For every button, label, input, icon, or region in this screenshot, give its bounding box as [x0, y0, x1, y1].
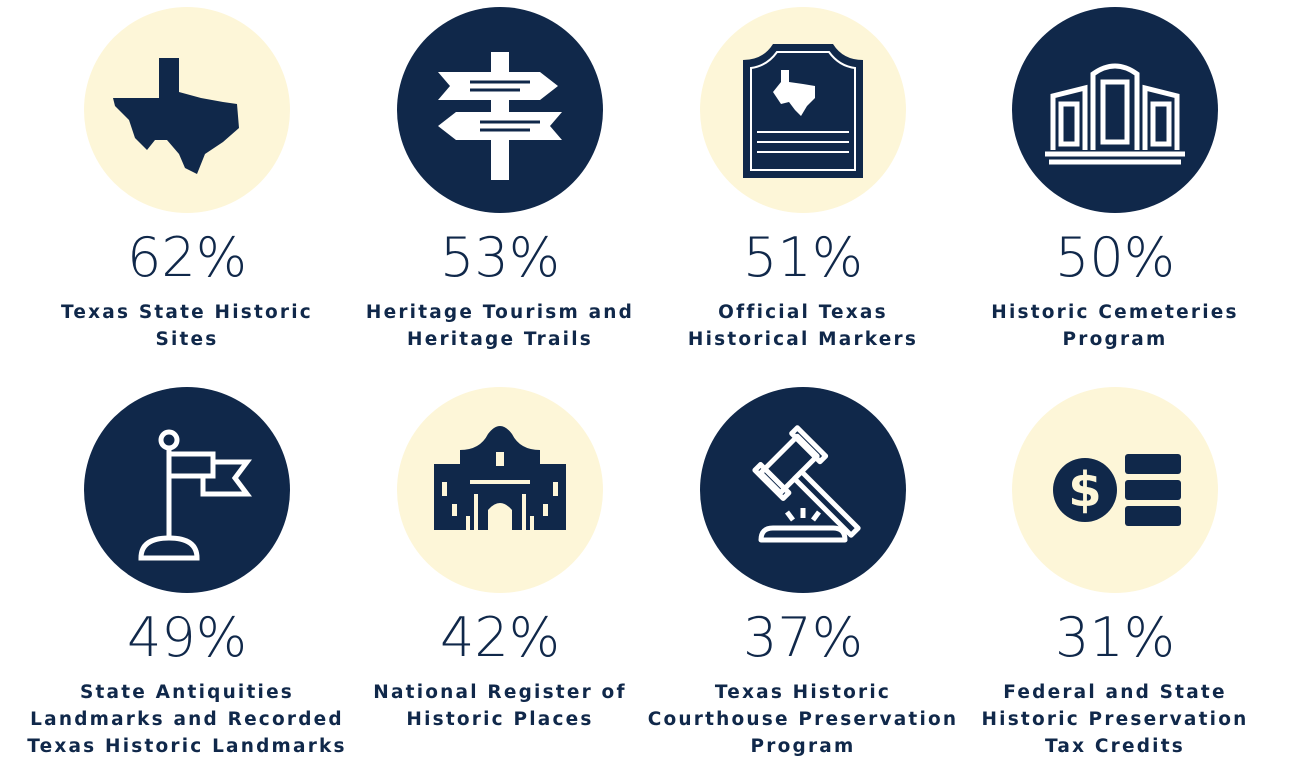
icon-part — [543, 504, 548, 516]
icon-part — [466, 516, 470, 530]
icon-part — [1045, 63, 1185, 165]
icon-part — [113, 58, 239, 174]
icon — [743, 44, 863, 178]
icon-part — [1125, 454, 1181, 526]
icon-part — [1142, 84, 1180, 150]
icon-part — [200, 459, 252, 497]
stat-label: Federal and State — [1003, 682, 1226, 703]
stat-item: 53% Heritage Tourism and Heritage Trails — [366, 7, 634, 350]
stat-item: 51% Official Texas Historical Markers — [688, 7, 918, 350]
icon-part — [442, 482, 447, 496]
stat-label: Program — [751, 736, 856, 757]
stat-label: State Antiquities — [80, 682, 294, 703]
icon-part — [773, 70, 815, 116]
icon-part — [522, 494, 526, 530]
stat-item: 62% Texas State Historic Sites — [61, 7, 313, 350]
icon — [1045, 63, 1185, 165]
stat-label: Historic Places — [406, 709, 593, 730]
icon-part — [470, 80, 540, 132]
stat-label: National Register of — [373, 682, 626, 703]
icon-part — [758, 525, 848, 543]
stat-item: 50% Historic Cemeteries Program — [991, 7, 1238, 350]
icon-part — [811, 510, 821, 522]
icon: $ — [1053, 454, 1181, 526]
icon — [752, 425, 861, 543]
icon-part — [1125, 506, 1181, 526]
icon-circle — [1012, 7, 1218, 213]
icon-part — [750, 51, 856, 171]
stat-item: $31% Federal and State Historic Preservati… — [982, 387, 1249, 757]
icon-part — [1050, 84, 1088, 150]
icon-part — [789, 425, 829, 465]
icon-part — [138, 429, 252, 561]
icon-part — [1100, 79, 1130, 145]
icon-part — [1090, 63, 1140, 150]
icon-part — [1125, 480, 1181, 500]
icon-part — [752, 425, 861, 543]
icon-part — [792, 469, 861, 538]
stat-item: 37% Texas Historic Courthouse Preservation… — [648, 387, 959, 757]
icon-part — [138, 535, 200, 561]
stat-label: Heritage Trails — [407, 329, 593, 350]
icon-part — [474, 494, 478, 530]
icon-circle — [84, 387, 290, 593]
icon-part: $ — [1068, 462, 1101, 518]
icon — [438, 52, 562, 180]
stat-label: Sites — [155, 329, 218, 350]
stat-percent: 51% — [743, 226, 863, 289]
stat-label: Tax Credits — [1045, 736, 1185, 757]
stat-percent: 49% — [127, 606, 247, 669]
stat-label: Official Texas — [718, 302, 888, 323]
icon-part — [470, 480, 530, 484]
icon-part — [488, 503, 512, 530]
stat-label: Texas Historic Landmarks — [27, 736, 347, 757]
icon-part — [785, 510, 795, 522]
icon-part — [438, 72, 558, 100]
stat-item: 49% State Antiquities Landmarks and Record… — [27, 387, 347, 757]
stat-label: Historic Preservation — [982, 709, 1249, 730]
icon-part — [553, 482, 558, 496]
stat-label: Program — [1063, 329, 1168, 350]
icon-part — [438, 52, 562, 180]
icon-part — [530, 516, 534, 530]
icon-part — [1125, 454, 1181, 474]
icon-part — [442, 452, 558, 530]
stat-percent: 50% — [1055, 226, 1175, 289]
stat-label: Historic Cemeteries — [991, 302, 1238, 323]
icon-part — [169, 451, 216, 479]
icon-part — [434, 426, 566, 530]
stat-label: Texas State Historic — [61, 302, 313, 323]
icon — [138, 429, 252, 561]
icon-part — [496, 452, 504, 466]
stat-label: Heritage Tourism and — [366, 302, 634, 323]
icon-part — [752, 425, 861, 538]
stat-percent: 42% — [440, 606, 560, 669]
stat-label: Landmarks and Recorded — [30, 709, 344, 730]
icon — [434, 426, 566, 530]
icon-part — [438, 112, 562, 140]
stat-percent: 62% — [127, 226, 247, 289]
stat-item: 42% National Register of Historic Places — [373, 387, 626, 730]
icon — [113, 58, 239, 174]
icon-part — [434, 426, 566, 530]
stat-percent: 53% — [440, 226, 560, 289]
stat-label: Texas Historic — [715, 682, 891, 703]
icon-part — [757, 131, 849, 153]
icon-part — [1053, 458, 1117, 522]
icon-part — [452, 504, 457, 516]
stat-label: Courthouse Preservation — [648, 709, 959, 730]
stat-percent: 37% — [743, 606, 863, 669]
icon-part — [1058, 101, 1080, 147]
icon-part — [1150, 101, 1172, 147]
icon-part — [752, 462, 792, 501]
stat-label: Historical Markers — [688, 329, 918, 350]
stat-percent: 31% — [1055, 606, 1175, 669]
